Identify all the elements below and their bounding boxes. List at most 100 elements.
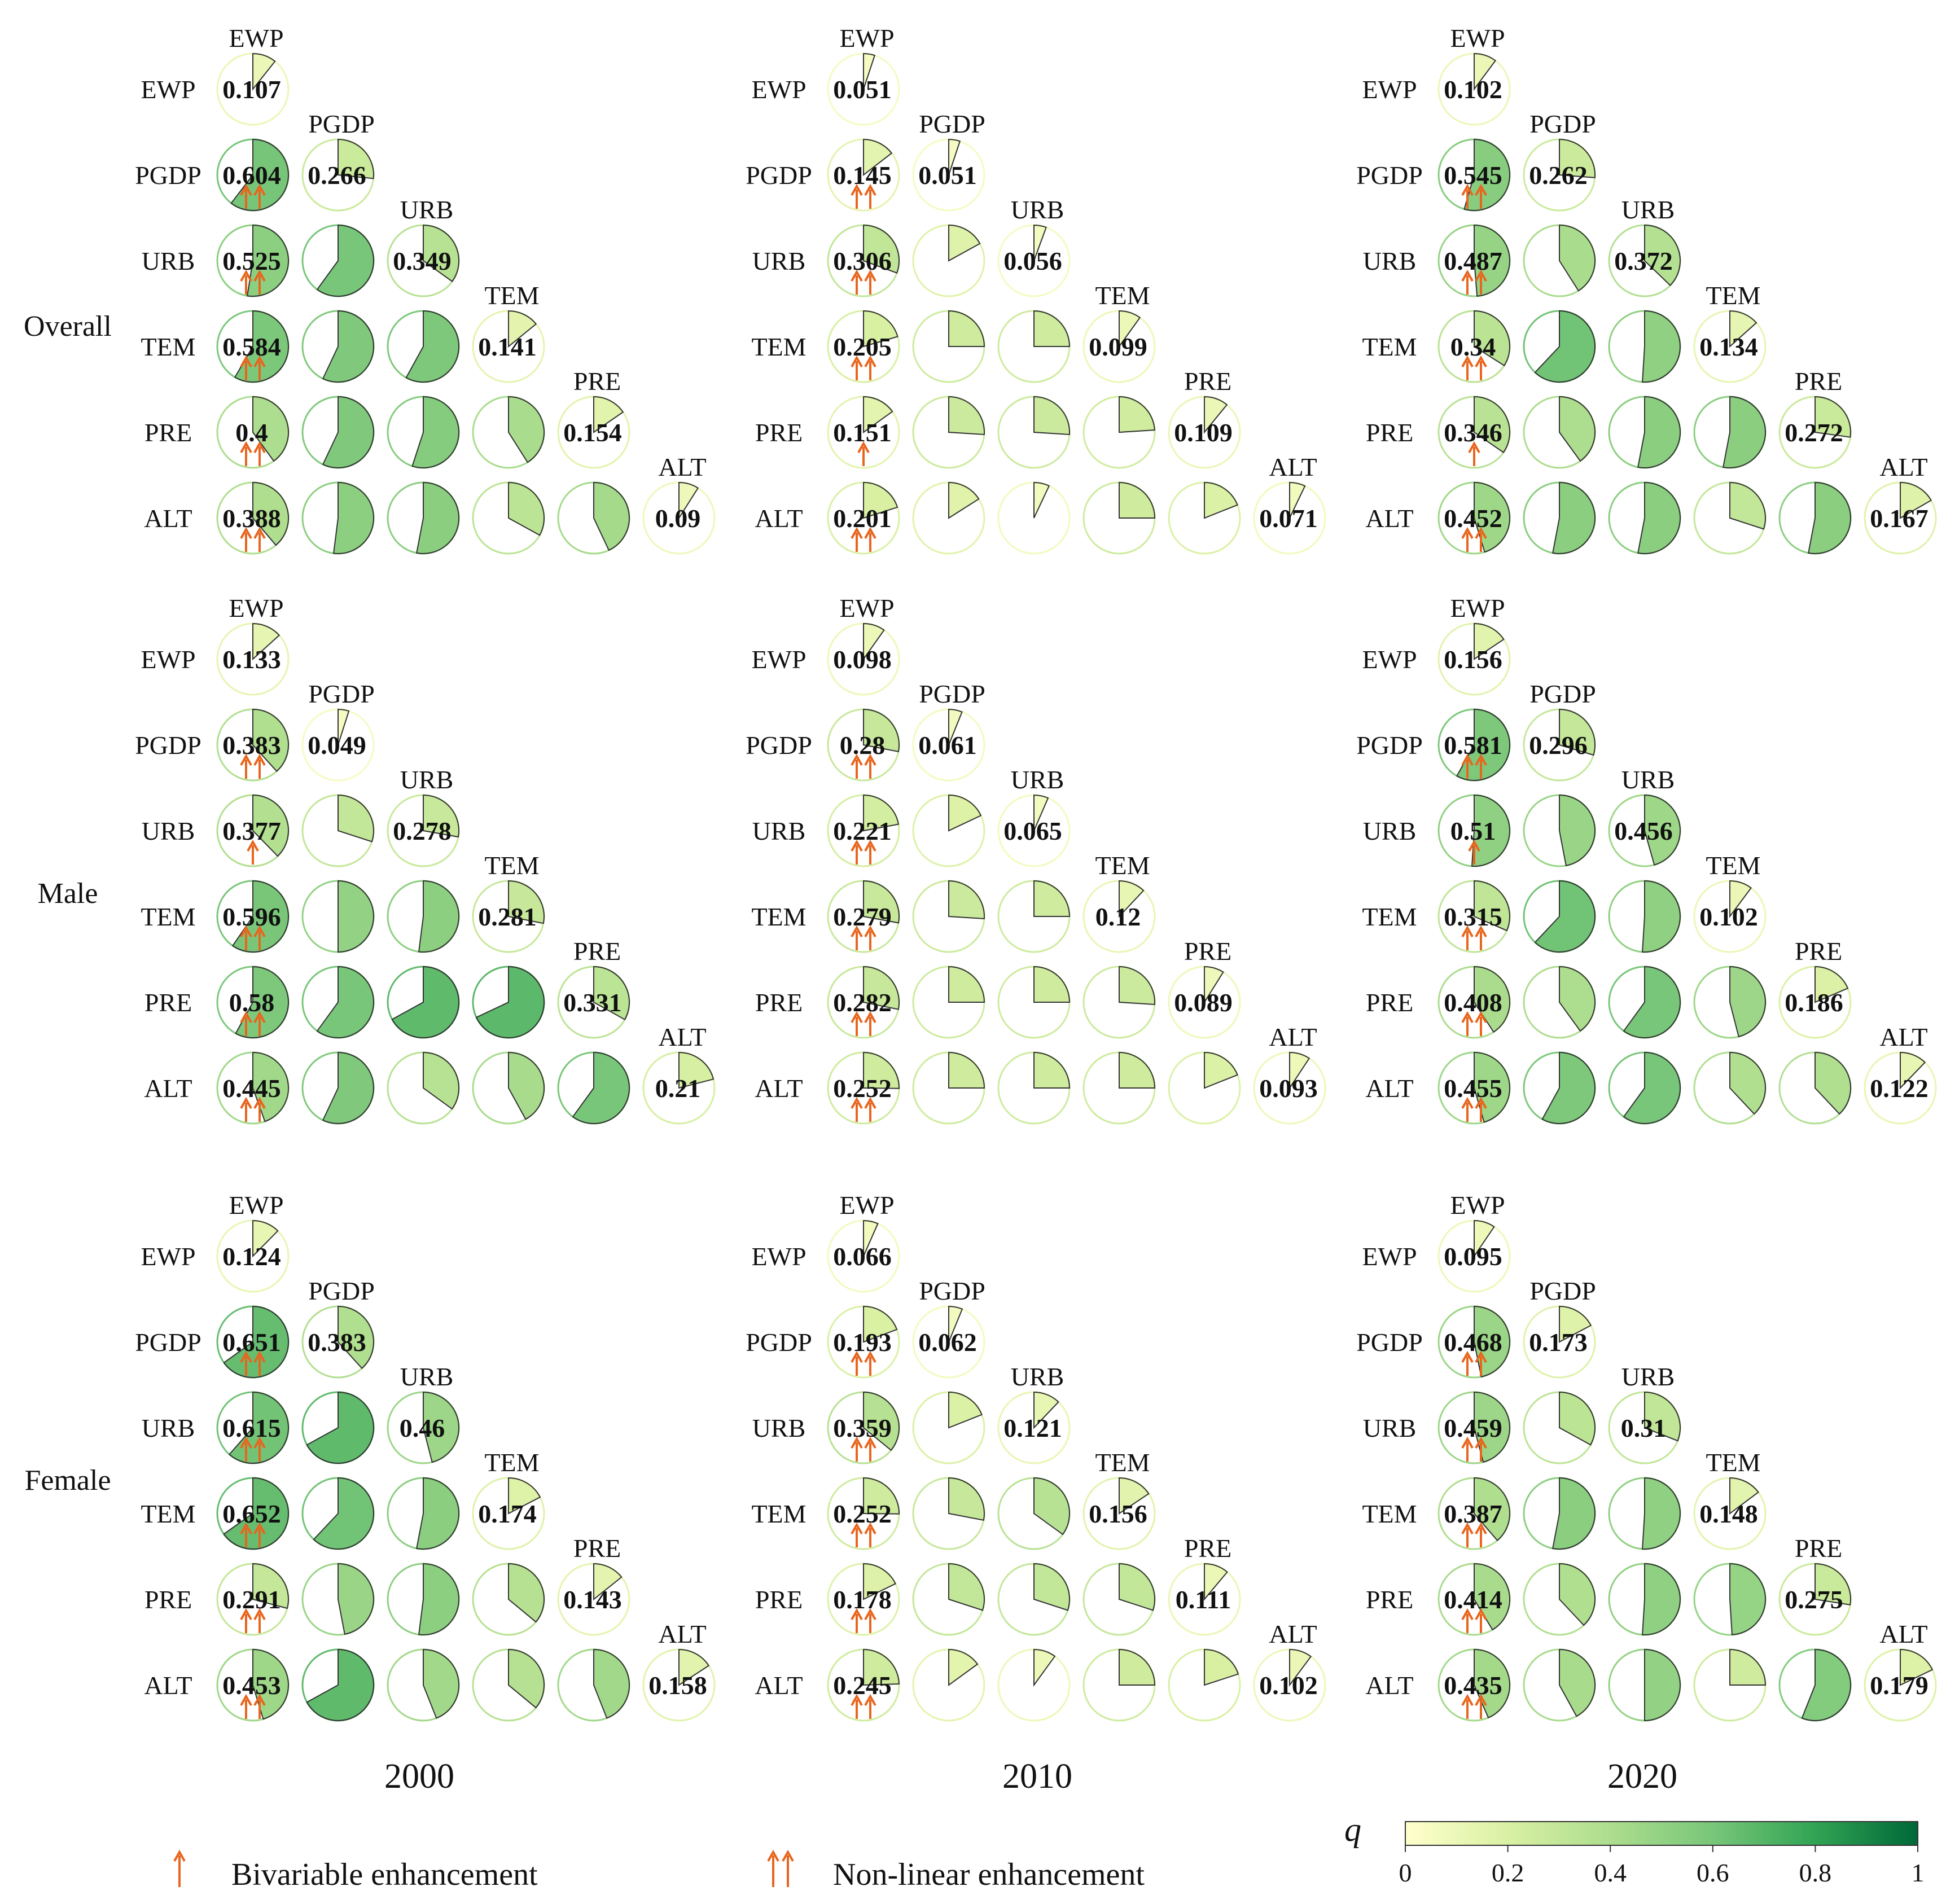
pie-value: 0.51 <box>1450 817 1496 845</box>
enh-arrow-head <box>1468 839 1480 852</box>
pie-slice <box>948 1391 983 1429</box>
pie-value: 0.262 <box>1529 161 1588 190</box>
pie-value: 0.272 <box>1785 418 1843 447</box>
pie-slice <box>338 138 374 179</box>
pie-slice <box>508 310 537 348</box>
enh-arrow-head <box>1475 753 1487 766</box>
row-label: PGDP <box>135 161 201 190</box>
pie-slice <box>322 1051 374 1124</box>
pie-value: 0.065 <box>1003 817 1062 845</box>
pie-slice <box>1552 1477 1596 1550</box>
pie-value: 0.525 <box>222 247 281 275</box>
column-header: TEM <box>1095 281 1150 310</box>
pie-slice <box>418 1563 459 1635</box>
group-label: Male <box>38 878 98 910</box>
pie-slice <box>948 1648 979 1686</box>
pie-slice <box>313 1477 374 1550</box>
pie-slice <box>338 794 375 843</box>
pie-slice <box>1534 310 1596 383</box>
panel-male-2000: EWP 0.133 EWP PGDP 0.383 0.049 PGDP URB 0.377 0.2… <box>135 594 716 1125</box>
row-label: URB <box>142 1414 195 1442</box>
enh-arrow-head <box>864 1011 876 1023</box>
legend-label: Bivariable enhancement <box>231 1857 538 1892</box>
column-header: PRE <box>1184 1534 1231 1563</box>
pie-value: 0.109 <box>1174 418 1233 447</box>
enh-arrow-head <box>253 1436 266 1449</box>
pie-slice <box>863 224 900 274</box>
column-header: PGDP <box>1529 1276 1596 1305</box>
column-header: PRE <box>1795 937 1842 966</box>
enh-arrow-head <box>851 839 863 852</box>
pie-slice <box>1474 622 1505 660</box>
row-label: EWP <box>141 645 195 674</box>
pie-slice <box>416 481 460 554</box>
row-label: TEM <box>751 1499 806 1528</box>
enh-arrow-head <box>1475 1608 1487 1620</box>
pie-slice <box>1474 1477 1510 1542</box>
pie-value: 0.604 <box>222 161 281 190</box>
enh-arrow-head <box>240 1096 252 1109</box>
pie-slice <box>1119 966 1155 1006</box>
colorbar-tick-label: 0.2 <box>1492 1858 1524 1887</box>
pie-value: 0.071 <box>1259 504 1318 533</box>
enh-arrow-head <box>240 1608 252 1620</box>
pie-slice <box>418 880 459 953</box>
group-labels: Overall Male Female <box>24 310 112 1497</box>
pie-slice <box>948 708 963 745</box>
enh-arrow-head <box>1475 527 1487 539</box>
pie-slice <box>863 1648 900 1686</box>
legend-double-arrow-head <box>782 1849 794 1862</box>
pie-slice <box>593 481 630 551</box>
pie-slice <box>1289 1648 1312 1687</box>
row-label: URB <box>142 817 195 845</box>
enh-arrow-head <box>851 1350 863 1363</box>
enh-arrow-head <box>240 925 252 937</box>
pie-value: 0.452 <box>1444 504 1502 533</box>
pie-value: 0.34 <box>1450 332 1496 361</box>
column-header: ALT <box>658 1620 706 1648</box>
enh-arrow-head <box>864 1608 876 1620</box>
enh-arrow-head <box>1475 1522 1487 1534</box>
row-label: PRE <box>144 418 192 447</box>
pie-value: 0.062 <box>918 1328 977 1357</box>
group-label: Overall <box>24 310 112 343</box>
enh-arrow-head <box>247 839 259 852</box>
enh-arrow-head <box>851 527 863 539</box>
pie-slice <box>1559 1305 1592 1343</box>
row-label: PGDP <box>1356 731 1423 760</box>
row-label: EWP <box>751 75 806 104</box>
column-header: TEM <box>484 1448 539 1477</box>
enh-arrow-head <box>851 183 863 196</box>
pie-slice <box>948 966 985 1003</box>
pie-slice <box>423 1051 460 1110</box>
enh-arrow-head <box>253 1011 266 1023</box>
column-header: PGDP <box>308 679 375 708</box>
pie-value: 0.306 <box>833 247 892 275</box>
pie-value: 0.58 <box>229 988 275 1017</box>
pie-slice <box>508 880 545 924</box>
pie-slice <box>863 1305 898 1343</box>
row-label: ALT <box>144 504 192 533</box>
pie-value: 0.174 <box>478 1499 537 1528</box>
enh-arrow-head <box>1461 1522 1474 1534</box>
pie-slice <box>1559 708 1596 756</box>
year-label: 2000 <box>384 1757 454 1796</box>
pie-slice <box>1900 1051 1926 1090</box>
pie-slice <box>863 396 893 433</box>
pie-value: 0.372 <box>1614 247 1673 275</box>
pie-slice <box>1033 1477 1071 1536</box>
pie-value: 0.173 <box>1529 1328 1588 1357</box>
row-label: ALT <box>1365 1074 1413 1103</box>
pie-slice <box>228 1391 289 1464</box>
pie-slice <box>948 1477 985 1521</box>
pie-slice <box>1814 1051 1852 1115</box>
pie-slice <box>1814 1563 1851 1606</box>
row-label: PGDP <box>746 161 812 190</box>
pie-value: 0.331 <box>563 988 622 1017</box>
pie-value: 0.383 <box>308 1328 366 1357</box>
pie-slice <box>1204 1648 1239 1686</box>
pie-slice <box>572 1051 630 1124</box>
enh-arrow-head <box>1475 1096 1487 1109</box>
pie-slice <box>863 880 900 924</box>
pie-value: 0.388 <box>222 504 281 533</box>
